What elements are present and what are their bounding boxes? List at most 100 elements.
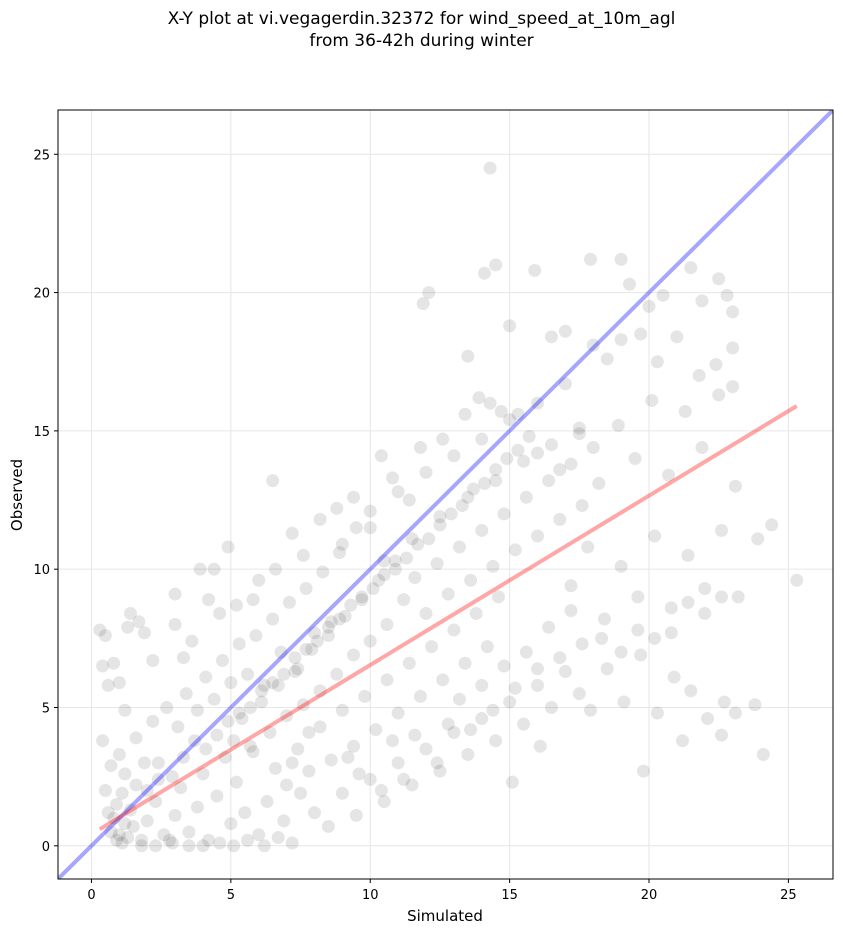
data-point	[497, 659, 511, 673]
data-point	[478, 266, 492, 280]
data-point	[249, 629, 263, 643]
data-point	[176, 750, 190, 764]
data-point	[614, 252, 628, 266]
data-point	[347, 648, 361, 662]
data-point	[756, 748, 770, 762]
data-point	[664, 601, 678, 615]
data-point	[433, 518, 447, 532]
data-point	[118, 817, 132, 831]
data-point	[277, 814, 291, 828]
data-point	[617, 695, 631, 709]
data-point	[112, 676, 126, 690]
data-point	[199, 742, 213, 756]
grid-lines	[58, 110, 833, 879]
data-point	[662, 468, 676, 482]
data-point	[190, 800, 204, 814]
data-point	[305, 642, 319, 656]
data-point	[631, 590, 645, 604]
chart-title-line-1: X-Y plot at vi.vegagerdin.32372 for wind…	[167, 9, 676, 29]
data-point	[372, 573, 386, 587]
data-point	[681, 595, 695, 609]
data-point	[101, 806, 115, 820]
data-point	[363, 521, 377, 535]
data-point	[224, 676, 238, 690]
data-point	[413, 440, 427, 454]
data-point	[341, 750, 355, 764]
data-point	[530, 529, 544, 543]
data-point	[313, 720, 327, 734]
data-point	[335, 537, 349, 551]
x-tick-label: 25	[780, 888, 797, 903]
data-point	[98, 783, 112, 797]
data-point	[553, 463, 567, 477]
data-point	[199, 670, 213, 684]
fit-lines	[58, 110, 833, 879]
identity-line	[58, 110, 833, 879]
data-point	[294, 786, 308, 800]
data-point	[558, 665, 572, 679]
data-point	[160, 700, 174, 714]
data-point	[583, 703, 597, 717]
data-point	[489, 463, 503, 477]
data-point	[232, 637, 246, 651]
data-point	[503, 695, 517, 709]
data-point	[466, 482, 480, 496]
data-point	[107, 811, 121, 825]
data-point	[731, 590, 745, 604]
data-point	[720, 288, 734, 302]
y-tick-label: 20	[33, 287, 50, 302]
data-point	[765, 518, 779, 532]
data-point	[257, 839, 271, 853]
data-point	[558, 324, 572, 338]
data-point	[321, 819, 335, 833]
data-point	[695, 440, 709, 454]
data-point	[241, 833, 255, 847]
data-point	[475, 432, 489, 446]
data-point	[402, 493, 416, 507]
data-point	[489, 474, 503, 488]
data-point	[422, 286, 436, 300]
data-point	[266, 612, 280, 626]
data-point	[714, 728, 728, 742]
data-point	[151, 772, 165, 786]
data-point	[645, 393, 659, 407]
data-point	[433, 510, 447, 524]
data-point	[165, 770, 179, 784]
data-point	[684, 684, 698, 698]
data-point	[402, 656, 416, 670]
data-point	[252, 573, 266, 587]
data-point	[207, 562, 221, 576]
data-point	[714, 590, 728, 604]
data-point	[386, 734, 400, 748]
data-point	[436, 673, 450, 687]
data-point	[667, 670, 681, 684]
data-point	[486, 703, 500, 717]
data-point	[335, 786, 349, 800]
data-point	[146, 714, 160, 728]
data-point	[129, 731, 143, 745]
data-point	[229, 775, 243, 789]
data-point	[299, 582, 313, 596]
data-point	[140, 783, 154, 797]
data-point	[614, 559, 628, 573]
data-point	[681, 548, 695, 562]
data-point	[444, 507, 458, 521]
data-point	[430, 557, 444, 571]
data-point	[296, 548, 310, 562]
data-point	[712, 388, 726, 402]
data-point	[285, 526, 299, 540]
data-point	[255, 695, 269, 709]
data-point	[416, 297, 430, 311]
data-point	[163, 833, 177, 847]
y-tick-label: 10	[33, 563, 50, 578]
data-point	[503, 319, 517, 333]
data-point	[408, 728, 422, 742]
data-point	[196, 767, 210, 781]
data-point	[500, 452, 514, 466]
data-point	[508, 543, 522, 557]
x-tick-label: 10	[362, 888, 379, 903]
data-point	[628, 452, 642, 466]
data-point	[333, 546, 347, 560]
data-point	[246, 745, 260, 759]
data-point	[586, 440, 600, 454]
